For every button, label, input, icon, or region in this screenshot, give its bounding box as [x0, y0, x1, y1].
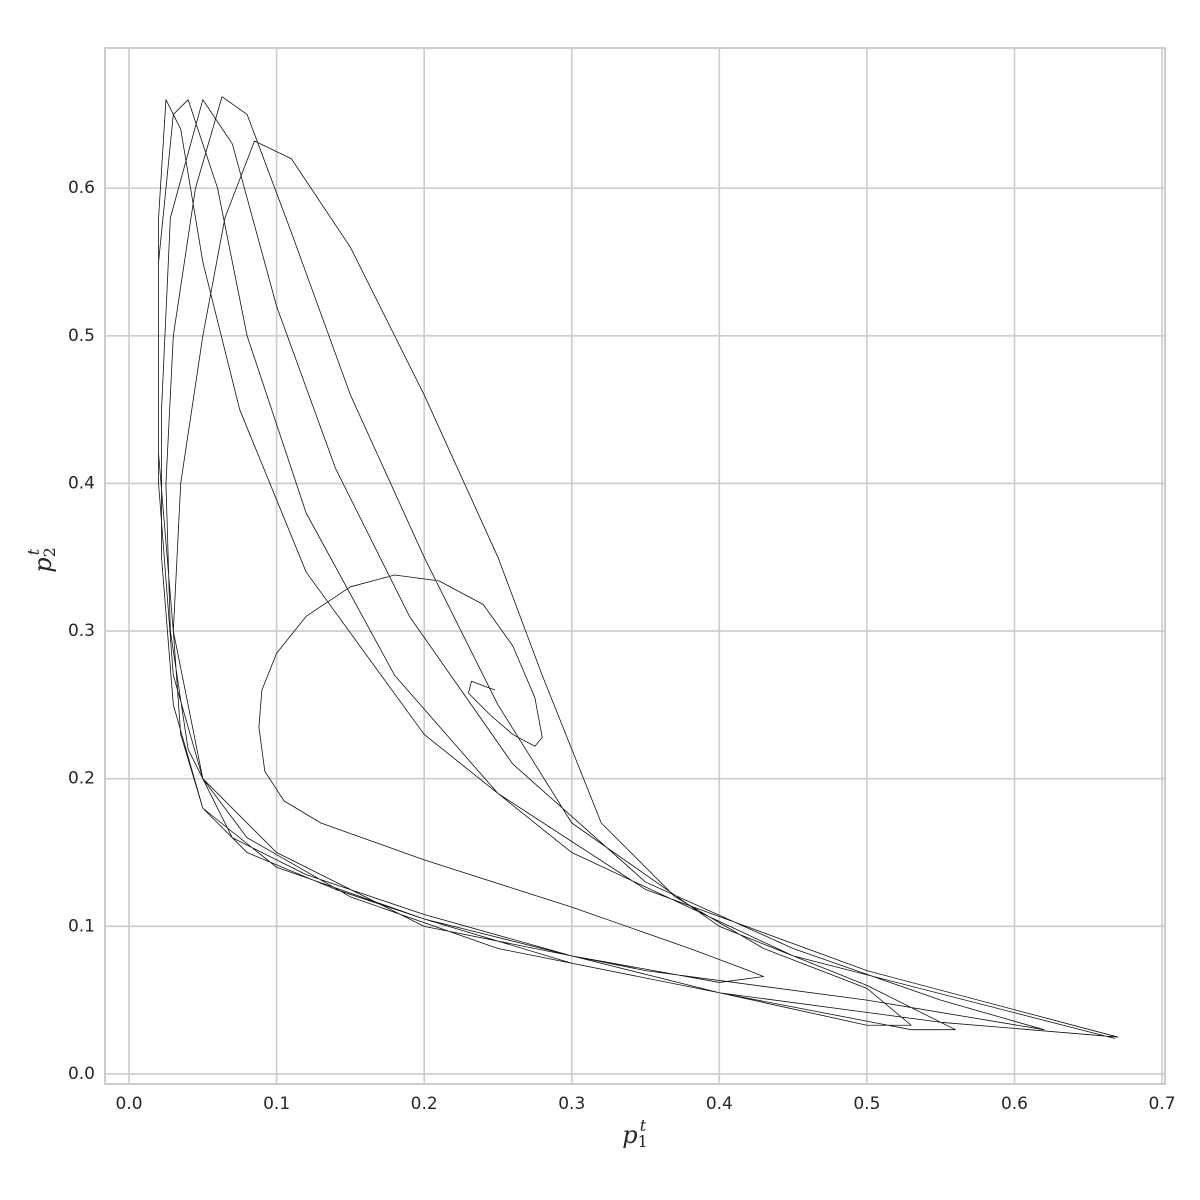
y-tick-label: 0.3: [68, 621, 95, 641]
y-tick-label: 0.1: [68, 916, 95, 936]
plot-area: [105, 48, 1165, 1084]
y-axis-label: p2t: [24, 547, 59, 573]
y-tick-label: 0.5: [68, 326, 95, 346]
y-tick-label: 0.6: [68, 178, 95, 198]
y-tick-label: 0.4: [68, 473, 95, 493]
x-tick-label: 0.3: [558, 1094, 585, 1114]
x-tick-label: 0.2: [411, 1094, 438, 1114]
x-tick-label: 0.4: [706, 1094, 733, 1114]
y-tick-label: 0.0: [68, 1064, 95, 1084]
x-axis-label: p1t: [622, 1116, 648, 1151]
x-tick-label: 0.6: [1001, 1094, 1028, 1114]
trajectory-line: [158, 96, 1119, 1039]
axes-frame: [104, 47, 1166, 1085]
x-tick-label: 0.0: [116, 1094, 143, 1114]
x-tick-label: 0.7: [1149, 1094, 1176, 1114]
x-tick-label: 0.5: [853, 1094, 880, 1114]
x-tick-label: 0.1: [263, 1094, 290, 1114]
y-tick-label: 0.2: [68, 769, 95, 789]
